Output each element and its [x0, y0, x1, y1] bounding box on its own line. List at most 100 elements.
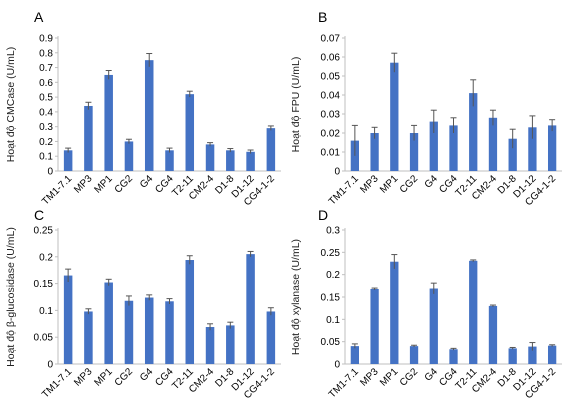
- bar-cg4: [165, 301, 174, 364]
- x-tick-label: CG2: [398, 366, 421, 389]
- error-bar: [489, 109, 496, 126]
- bar-t2-11: [469, 93, 478, 171]
- y-tick-label: 0: [334, 360, 340, 371]
- error-bar: [85, 101, 92, 110]
- y-tick-label: 0.4: [39, 107, 53, 118]
- y-tick-label: 0.02: [321, 129, 341, 140]
- y-tick-label: 0.15: [34, 279, 54, 290]
- x-tick-label: TM1-7.1: [327, 173, 361, 207]
- bar-cg2: [409, 133, 419, 171]
- bar-cg4: [449, 125, 458, 171]
- y-tick-label: 0.05: [321, 72, 341, 83]
- error-bar: [166, 147, 173, 153]
- bar-cg2: [409, 346, 419, 364]
- error-bar: [351, 124, 358, 156]
- x-tick-label: TM1-7.1: [40, 366, 74, 400]
- bar-cg2: [124, 300, 134, 364]
- bar-d1-8: [226, 150, 235, 171]
- error-bar: [450, 347, 457, 351]
- error-bar: [105, 278, 112, 286]
- error-bar: [430, 282, 437, 294]
- bar-g4: [429, 288, 438, 364]
- bar-cg4: [449, 349, 458, 364]
- bar-d1-12: [246, 151, 255, 171]
- error-bar: [146, 294, 153, 301]
- y-tick-label: 0.06: [321, 53, 341, 64]
- error-bar: [207, 142, 214, 147]
- bar-mp3: [370, 133, 379, 171]
- error-bar: [186, 255, 193, 265]
- error-bar: [391, 52, 398, 73]
- x-tick-label: MP1: [92, 173, 115, 196]
- error-bar: [489, 304, 496, 307]
- x-tick-label: TM1-7.1: [40, 173, 74, 207]
- error-bar: [247, 250, 254, 257]
- error-bar: [529, 342, 536, 351]
- y-tick-label: 0.7: [39, 63, 53, 74]
- error-bar: [371, 126, 378, 139]
- error-bar: [430, 109, 437, 133]
- x-tick-label: CG2: [113, 173, 136, 196]
- error-bar: [411, 124, 418, 141]
- bar-cm2-4: [488, 117, 498, 171]
- error-bar: [227, 321, 234, 329]
- error-bar: [391, 254, 398, 269]
- y-tick-label: 0.15: [321, 293, 341, 304]
- x-tick-label: MP1: [378, 366, 401, 389]
- panel-letter: A: [34, 9, 44, 25]
- bar-tm1-7-1: [63, 150, 73, 171]
- bar-mp1: [390, 62, 399, 172]
- x-tick-label: MP3: [72, 366, 95, 389]
- y-axis-label: Hoạt độ FPU (U/mL): [290, 57, 302, 153]
- error-bar: [227, 148, 234, 153]
- bar-mp3: [84, 311, 93, 364]
- y-tick-label: 0.1: [326, 315, 340, 326]
- error-bar: [65, 268, 72, 282]
- error-bar: [371, 287, 378, 290]
- y-tick-label: 0.2: [39, 252, 53, 263]
- error-bar: [186, 90, 193, 98]
- y-tick-label: 0.04: [321, 91, 341, 102]
- y-tick-label: 0.07: [321, 34, 341, 45]
- y-tick-label: 0.2: [326, 270, 340, 281]
- error-bar: [470, 259, 477, 262]
- x-tick-label: TM1-7.1: [327, 366, 361, 400]
- x-tick-label: MP3: [358, 366, 381, 389]
- x-tick-label: MP3: [358, 173, 381, 196]
- error-bar: [549, 344, 556, 347]
- panel-letter: B: [318, 9, 327, 25]
- y-tick-label: 0.3: [326, 226, 340, 237]
- bar-cm2-4: [488, 305, 498, 364]
- error-bar: [549, 119, 556, 132]
- y-tick-label: 0.6: [39, 78, 53, 89]
- bar-g4: [144, 297, 154, 364]
- error-bar: [267, 125, 274, 131]
- bar-t2-11: [185, 260, 195, 364]
- error-bar: [146, 53, 153, 67]
- y-tick-label: 0.3: [39, 122, 53, 133]
- bar-cg4-1-2: [547, 345, 557, 364]
- y-tick-label: 0.1: [39, 306, 53, 317]
- bar-cm2-4: [205, 144, 215, 171]
- error-bar: [65, 147, 72, 153]
- y-axis-label: Hoạt độ CMCase (U/mL): [5, 47, 17, 163]
- bar-cg4: [165, 150, 174, 171]
- bar-mp3: [370, 288, 379, 364]
- error-bar: [125, 295, 132, 306]
- x-tick-label: CG2: [113, 366, 136, 389]
- y-tick-label: 0: [47, 360, 53, 371]
- error-bar: [267, 307, 274, 316]
- error-bar: [450, 117, 457, 133]
- bar-tm1-7-1: [350, 346, 360, 364]
- y-tick-label: 0.03: [321, 110, 341, 121]
- y-tick-label: 0.1: [39, 152, 53, 163]
- y-tick-label: 0.8: [39, 48, 53, 59]
- y-tick-label: 0.2: [39, 137, 53, 148]
- bar-cg4-1-2: [547, 125, 557, 171]
- bar-cg4-1-2: [266, 311, 276, 364]
- error-bar: [247, 149, 254, 154]
- y-axis-label: Hoạt độ xylanase (U/mL): [290, 239, 302, 355]
- y-tick-label: 0.05: [34, 333, 54, 344]
- panel-letter: C: [34, 207, 44, 223]
- chart-panel-c: C 0 0.05 0.1 0.15 0.2 0.25 Hoạt độ β-glucosidas…: [5, 207, 281, 401]
